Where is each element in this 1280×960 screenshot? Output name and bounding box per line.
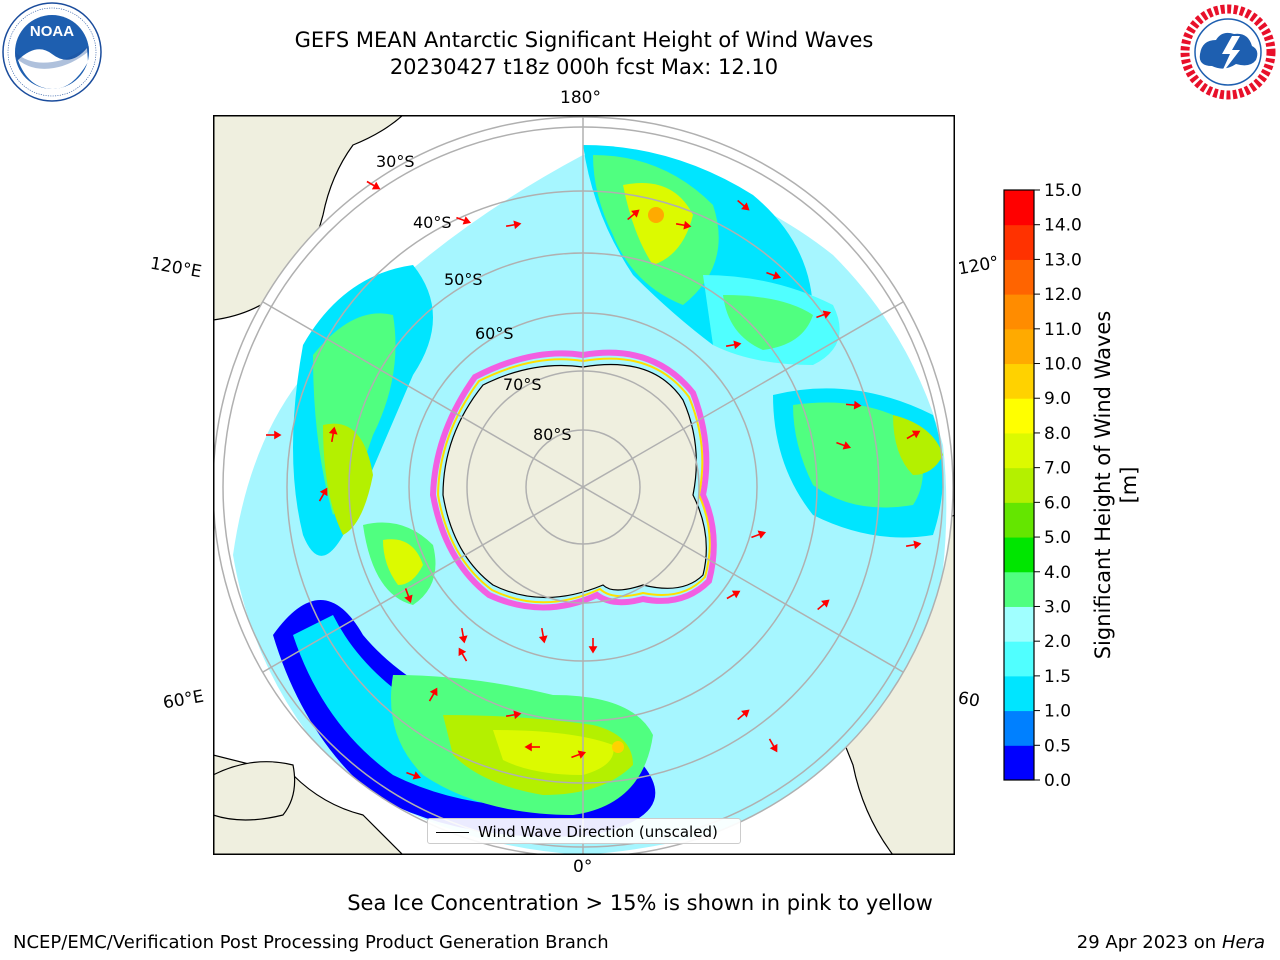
noaa-logo: NOAA: [2, 2, 102, 102]
land-australia: [213, 115, 404, 321]
chart-title: GEFS MEAN Antarctic Significant Height o…: [294, 28, 874, 52]
lon-label-120e: 120°E: [148, 253, 204, 283]
date-line: 29 Apr 2023 on Hera: [1077, 932, 1265, 953]
lat-label-50s: 50°S: [444, 270, 483, 289]
colorbar-tick-label: 6.0: [1044, 493, 1071, 513]
colorbar-tick-label: 0.0: [1044, 771, 1071, 790]
lon-label-60w: 60°W: [956, 688, 982, 712]
credit-line: NCEP/EMC/Verification Post Processing Pr…: [13, 932, 609, 953]
colorbar-segment: [1004, 259, 1034, 295]
colorbar-segment: [1004, 675, 1034, 712]
colorbar-segment: [1004, 328, 1034, 365]
colorbar-segment: [1004, 190, 1034, 226]
colorbar-tick-label: 9.0: [1044, 389, 1071, 409]
nws-logo: [1180, 4, 1276, 100]
colorbar-tick-label: 4.0: [1044, 563, 1071, 583]
colorbar-segment: [1004, 363, 1034, 399]
noaa-ring-text-icon: [7, 7, 97, 97]
colorbar-tick-label: 2.0: [1044, 632, 1071, 652]
lat-label-40s: 40°S: [413, 213, 452, 232]
colorbar-segment: [1004, 745, 1034, 781]
lat-label-80s: 80°S: [533, 425, 572, 444]
lon-label-60e: 60°E: [161, 686, 206, 714]
colorbar-segment: [1004, 606, 1034, 642]
lat-label-60s: 60°S: [475, 324, 514, 343]
land-madagascar: [213, 761, 296, 821]
colorbar-segment: [1004, 571, 1034, 607]
legend-line-icon: [436, 832, 469, 833]
lon-label-0: 0°: [573, 857, 593, 877]
colorbar-tick-label: 10.0: [1044, 355, 1082, 375]
colorbar-tick-label: 5.0: [1044, 528, 1071, 548]
colorbar-tick-label: 8.0: [1044, 424, 1071, 444]
colorbar-tick-label: 1.5: [1044, 667, 1071, 687]
colorbar-tick-label: 12.0: [1044, 285, 1082, 305]
colorbar-tick-label: 14.0: [1044, 216, 1082, 236]
colorbar-tick-label: 11.0: [1044, 320, 1082, 340]
colorbar-tick-label: 13.0: [1044, 250, 1082, 270]
map-legend: Wind Wave Direction (unscaled): [427, 818, 741, 844]
lon-label-120w: 120°: [956, 252, 1001, 280]
wind-wave-arrows: [266, 180, 922, 780]
lat-label-70s: 70°S: [503, 375, 542, 394]
colorbar-segment: [1004, 467, 1034, 503]
colorbar-segment: [1004, 502, 1034, 538]
machine-name: Hera: [1221, 932, 1265, 953]
land-antarctica: [442, 363, 707, 598]
colorbar-tick-label: 1.0: [1044, 702, 1071, 722]
colorbar-tick-label: 0.5: [1044, 736, 1071, 756]
colorbar-segment: [1004, 537, 1034, 573]
lon-label-180: 180°: [560, 88, 601, 108]
legend-label: Wind Wave Direction (unscaled): [478, 823, 718, 841]
sea-ice-note: Sea Ice Concentration > 15% is shown in …: [347, 891, 933, 915]
graticule: [222, 117, 944, 855]
colorbar-tick-label: 7.0: [1044, 459, 1071, 479]
chart-subtitle: 20230427 t18z 000h fcst Max: 12.10: [389, 55, 779, 79]
colorbar: 0.0 0.5 1.0 1.5 2.0 3.0 4.0 5.0 6.0 7.0 8.0 9.0 10.0…: [1003, 181, 1082, 790]
colorbar-segment: [1004, 224, 1034, 260]
polar-map: [213, 115, 955, 855]
colorbar-tick-label: 3.0: [1044, 597, 1071, 617]
colorbar-segment: [1004, 641, 1034, 677]
colorbar-segment: [1004, 398, 1034, 434]
run-date: 29 Apr 2023 on: [1076, 932, 1217, 953]
colorbar-segment: [1004, 710, 1034, 746]
colorbar-label: Significant Height of Wind Waves [m]: [1091, 310, 1141, 660]
noaa-logo-text: NOAA: [30, 23, 74, 40]
lat-label-30s: 30°S: [376, 152, 415, 171]
colorbar-tick-label: 15.0: [1044, 181, 1082, 201]
colorbar-segment: [1004, 294, 1034, 330]
colorbar-segment: [1004, 432, 1034, 469]
colorbar-frame: [1003, 189, 1035, 781]
